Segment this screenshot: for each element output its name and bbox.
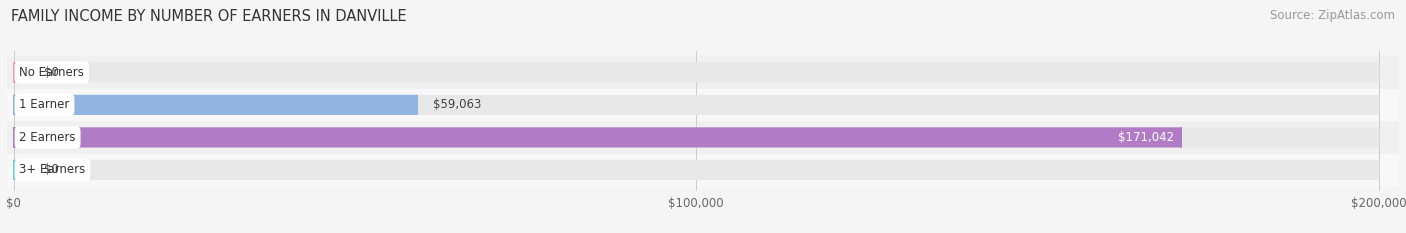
Text: 2 Earners: 2 Earners xyxy=(20,131,76,144)
FancyBboxPatch shape xyxy=(14,95,1378,115)
FancyBboxPatch shape xyxy=(14,62,38,82)
Bar xyxy=(7,89,1399,121)
FancyBboxPatch shape xyxy=(14,127,1378,147)
Text: FAMILY INCOME BY NUMBER OF EARNERS IN DANVILLE: FAMILY INCOME BY NUMBER OF EARNERS IN DA… xyxy=(11,9,406,24)
Text: $0: $0 xyxy=(44,163,59,176)
Text: 3+ Earners: 3+ Earners xyxy=(20,163,86,176)
Bar xyxy=(7,121,1399,154)
FancyBboxPatch shape xyxy=(14,160,1378,180)
Text: 1 Earner: 1 Earner xyxy=(20,98,70,111)
FancyBboxPatch shape xyxy=(14,160,38,180)
FancyBboxPatch shape xyxy=(14,95,416,115)
Text: $59,063: $59,063 xyxy=(433,98,482,111)
Bar xyxy=(7,154,1399,186)
Text: $171,042: $171,042 xyxy=(1118,131,1174,144)
Text: $0: $0 xyxy=(44,66,59,79)
Text: No Earners: No Earners xyxy=(20,66,84,79)
FancyBboxPatch shape xyxy=(14,62,1378,82)
Bar xyxy=(7,56,1399,89)
FancyBboxPatch shape xyxy=(14,127,1181,147)
Text: Source: ZipAtlas.com: Source: ZipAtlas.com xyxy=(1270,9,1395,22)
